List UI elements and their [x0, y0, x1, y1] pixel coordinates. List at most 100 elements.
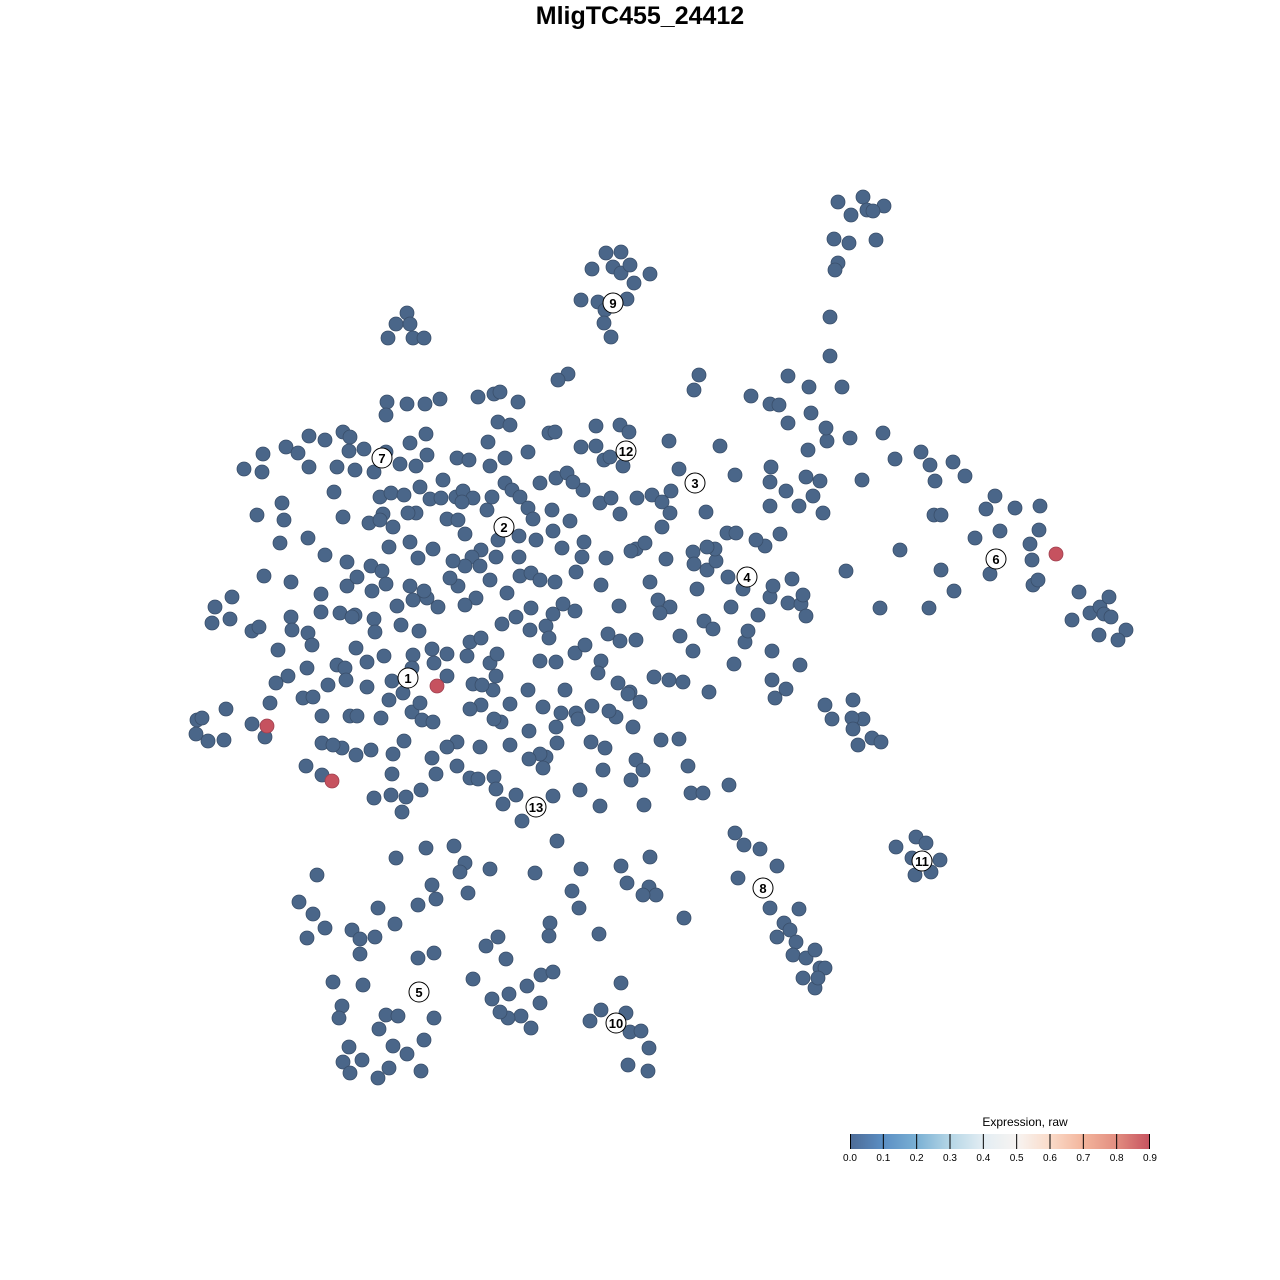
data-point — [488, 549, 504, 565]
data-point — [367, 929, 383, 945]
data-point — [769, 929, 785, 945]
data-point — [371, 1021, 387, 1037]
data-point — [845, 692, 861, 708]
data-point — [750, 607, 766, 623]
data-point — [454, 494, 470, 510]
data-point — [268, 675, 284, 691]
cluster-label: 4 — [736, 566, 758, 588]
data-point — [932, 852, 948, 868]
data-point — [309, 867, 325, 883]
data-point — [699, 562, 715, 578]
data-point — [603, 329, 619, 345]
data-point — [584, 698, 600, 714]
data-point — [502, 417, 518, 433]
data-point — [613, 975, 629, 991]
data-point — [378, 407, 394, 423]
data-point — [314, 708, 330, 724]
data-point — [830, 194, 846, 210]
data-point — [1031, 522, 1047, 538]
data-point — [680, 758, 696, 774]
data-point — [300, 530, 316, 546]
cluster-label-text: 10 — [609, 1016, 623, 1031]
cluster-label-badge — [615, 440, 637, 462]
data-point — [788, 934, 804, 950]
data-point — [635, 887, 651, 903]
data-point — [249, 507, 265, 523]
data-point — [547, 574, 563, 590]
data-point — [344, 609, 360, 625]
data-point — [342, 429, 358, 445]
data-point — [824, 711, 840, 727]
data-point — [791, 498, 807, 514]
data-point-expressed — [429, 678, 445, 694]
data-point — [945, 454, 961, 470]
data-point — [695, 785, 711, 801]
data-point — [762, 474, 778, 490]
data-point — [426, 655, 442, 671]
data-point — [841, 235, 857, 251]
data-point — [388, 316, 404, 332]
data-point — [355, 977, 371, 993]
cluster-label-badge — [408, 981, 430, 1003]
data-point — [1101, 589, 1117, 605]
data-point — [921, 600, 937, 616]
data-point — [502, 737, 518, 753]
data-point — [1064, 612, 1080, 628]
data-point — [1024, 552, 1040, 568]
data-point — [933, 507, 949, 523]
data-point — [405, 647, 421, 663]
data-point — [498, 951, 514, 967]
data-point — [562, 513, 578, 529]
data-point — [663, 483, 679, 499]
data-point — [383, 485, 399, 501]
data-point — [387, 916, 403, 932]
data-point — [352, 931, 368, 947]
data-point — [541, 928, 557, 944]
data-point — [705, 621, 721, 637]
data-point — [207, 599, 223, 615]
data-point — [411, 623, 427, 639]
data-point — [492, 1004, 508, 1020]
data-point — [573, 439, 589, 455]
cluster-label-badge — [605, 1012, 627, 1034]
data-point — [640, 1063, 656, 1079]
data-point — [482, 861, 498, 877]
data-point — [521, 723, 537, 739]
cluster-label: 12 — [615, 440, 637, 462]
data-point — [381, 692, 397, 708]
data-point — [572, 782, 588, 798]
data-point — [782, 922, 798, 938]
data-point — [399, 396, 415, 412]
cluster-label-badge — [985, 548, 1007, 570]
data-point — [486, 711, 502, 727]
data-point — [329, 459, 345, 475]
data-point — [597, 740, 613, 756]
data-point — [784, 571, 800, 587]
data-point — [349, 569, 365, 585]
data-point — [588, 418, 604, 434]
data-point — [417, 396, 433, 412]
data-point — [555, 596, 571, 612]
data-point — [188, 726, 204, 742]
data-point — [270, 642, 286, 658]
data-point — [284, 622, 300, 638]
data-point — [1103, 609, 1119, 625]
data-point — [593, 577, 609, 593]
data-point — [480, 434, 496, 450]
data-point — [474, 677, 490, 693]
data-point — [419, 447, 435, 463]
colorbar-gradient — [850, 1134, 1150, 1149]
cluster-label-text: 13 — [529, 800, 543, 815]
colorbar-tick-label: 0.9 — [1143, 1153, 1157, 1164]
cluster-label: 9 — [602, 292, 624, 314]
data-point — [338, 672, 354, 688]
data-point — [472, 739, 488, 755]
data-point — [305, 689, 321, 705]
data-point — [385, 1038, 401, 1054]
data-point — [772, 526, 788, 542]
data-point — [384, 766, 400, 782]
data-point — [433, 490, 449, 506]
data-point — [564, 883, 580, 899]
data-point — [400, 505, 416, 521]
